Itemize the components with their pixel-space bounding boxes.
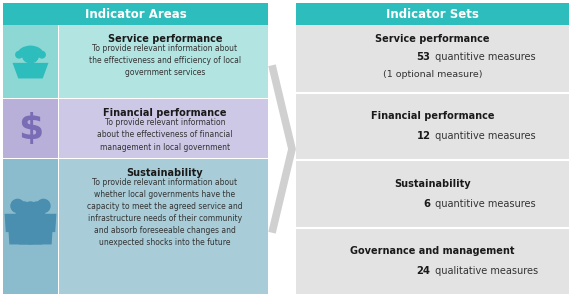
- Text: Indicator Areas: Indicator Areas: [85, 7, 186, 21]
- Text: Service performance: Service performance: [108, 34, 223, 44]
- Bar: [296, 92, 569, 159]
- Polygon shape: [5, 214, 30, 232]
- Text: Sustainability: Sustainability: [394, 179, 471, 189]
- Bar: [3, 159, 58, 294]
- Circle shape: [37, 199, 50, 212]
- Bar: [296, 25, 569, 91]
- Bar: [59, 159, 268, 294]
- Bar: [296, 227, 569, 294]
- Bar: [3, 25, 268, 99]
- Circle shape: [18, 202, 30, 215]
- Text: Sustainability: Sustainability: [126, 168, 203, 178]
- Bar: [59, 25, 268, 98]
- Polygon shape: [30, 214, 57, 232]
- Circle shape: [33, 212, 46, 225]
- Text: quantitive measures: quantitive measures: [431, 52, 535, 62]
- Circle shape: [30, 202, 43, 215]
- Text: Financial performance: Financial performance: [104, 108, 227, 118]
- Bar: [3, 99, 58, 158]
- Bar: [59, 99, 268, 158]
- Circle shape: [24, 202, 37, 215]
- Text: Service performance: Service performance: [375, 33, 490, 44]
- Text: $: $: [18, 112, 43, 146]
- Bar: [3, 159, 268, 295]
- Circle shape: [16, 52, 22, 58]
- Polygon shape: [24, 216, 50, 235]
- Text: 53: 53: [416, 52, 431, 62]
- Circle shape: [11, 199, 24, 212]
- Circle shape: [22, 46, 39, 63]
- Polygon shape: [8, 226, 34, 244]
- Circle shape: [15, 212, 27, 225]
- Text: Financial performance: Financial performance: [371, 111, 494, 121]
- Text: (1 optional measure): (1 optional measure): [383, 70, 482, 80]
- Polygon shape: [11, 216, 37, 235]
- Bar: [3, 3, 268, 25]
- Bar: [296, 160, 569, 226]
- Polygon shape: [27, 226, 53, 244]
- Text: 12: 12: [416, 131, 431, 141]
- Text: quantitive measures: quantitive measures: [431, 199, 535, 209]
- Polygon shape: [18, 216, 43, 235]
- Bar: [296, 3, 569, 25]
- Text: Governance and management: Governance and management: [350, 246, 515, 256]
- Text: qualitative measures: qualitative measures: [431, 266, 538, 276]
- Circle shape: [24, 212, 37, 225]
- Circle shape: [39, 52, 45, 58]
- Text: 24: 24: [416, 266, 431, 276]
- Text: To provide relevant information
about the effectiveness of financial
management : To provide relevant information about th…: [97, 118, 233, 152]
- Polygon shape: [18, 226, 43, 244]
- Text: Indicator Sets: Indicator Sets: [386, 7, 479, 21]
- Polygon shape: [13, 63, 49, 78]
- Bar: [3, 25, 58, 98]
- Text: To provide relevant information about
whether local governments have the
capacit: To provide relevant information about wh…: [87, 178, 243, 247]
- Text: 6: 6: [423, 199, 431, 209]
- Text: quantitive measures: quantitive measures: [431, 131, 535, 141]
- Bar: [3, 99, 268, 159]
- Text: To provide relevant information about
the effectiveness and efficiency of local
: To provide relevant information about th…: [89, 44, 241, 77]
